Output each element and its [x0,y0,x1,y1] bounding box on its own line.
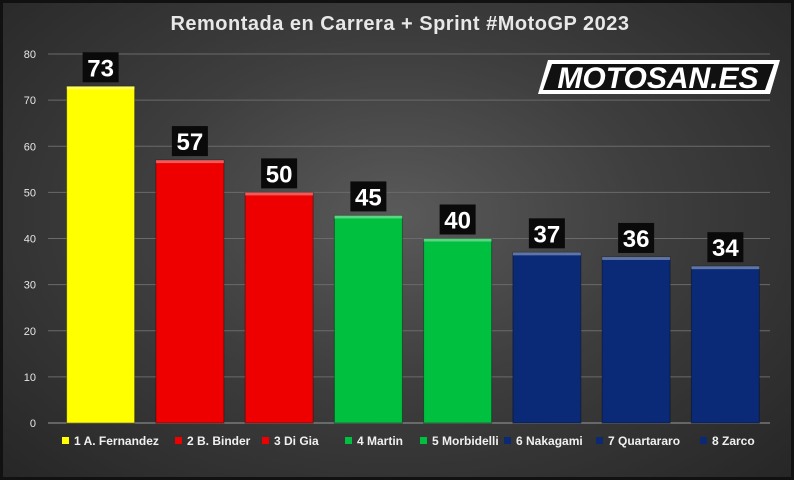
bar-highlight [66,86,135,90]
data-label: 37 [534,221,561,248]
bar-6 [512,251,582,424]
legend-label: 2 B. Binder [187,434,251,448]
bar-1 [66,85,136,424]
logo-band [543,64,774,90]
legend-item: 3 Di Gia [262,434,319,448]
data-label-box [439,204,476,235]
legend-swatch [62,437,69,444]
data-label: 50 [266,161,293,188]
bar-highlight [602,256,671,260]
bar-8 [690,265,760,424]
bar-5 [423,238,493,424]
legend-label: 5 Morbidelli [432,434,499,448]
legend-swatch [175,437,182,444]
legend-item: 2 B. Binder [175,434,251,448]
legend-item: 5 Morbidelli [420,434,499,448]
data-label-box [707,232,744,263]
bar [155,159,225,424]
bar-highlight [512,252,581,256]
data-label-box [82,52,119,83]
legend-label: 4 Martin [357,434,403,448]
legend-item: 1 A. Fernandez [62,434,159,448]
motosan-logo: MOTOSAN.ES [538,60,780,95]
legend-label: 7 Quartararo [608,434,680,448]
bar [423,238,493,424]
y-tick-label: 70 [24,95,36,107]
bar-highlight [155,160,224,164]
y-tick-label: 50 [24,187,36,199]
data-labels: 73 57 50 45 40 37 36 34 [82,52,744,263]
data-label: 45 [355,184,382,211]
legend-swatch [700,437,707,444]
data-label: 40 [444,208,471,235]
logo-text: MOTOSAN.ES [557,62,758,95]
legend-swatch [596,437,603,444]
legend-label: 8 Zarco [712,434,755,448]
chart-title: Remontada en Carrera + Sprint #MotoGP 20… [170,13,629,35]
y-tick-label: 30 [24,280,36,292]
legend-item: 8 Zarco [700,434,755,448]
data-label-box [171,126,208,157]
bar [690,265,760,424]
bar-highlight [423,238,492,242]
data-label-box [528,218,565,249]
bar-3 [244,191,314,424]
bar-highlight [245,192,314,196]
data-label: 57 [177,129,204,156]
y-axis: 0 10 20 30 40 50 60 70 80 [24,49,36,430]
bar-2 [155,159,225,424]
legend-item: 4 Martin [345,434,403,448]
bar [333,214,403,424]
y-tick-label: 40 [24,234,36,246]
y-tick-label: 20 [24,326,36,338]
legend-item: 7 Quartararo [596,434,680,448]
data-label: 73 [87,55,114,82]
data-label-box [618,222,655,253]
legend-swatch [345,437,352,444]
legend: 1 A. Fernandez 2 B. Binder 3 Di Gia 4 Marti… [62,434,755,448]
bar [601,256,671,424]
y-tick-label: 10 [24,372,36,384]
bars [66,85,760,424]
data-label: 34 [712,235,739,262]
legend-label: 6 Nakagami [516,434,583,448]
bar-4 [333,214,403,424]
legend-label: 3 Di Gia [274,434,319,448]
bar [244,191,314,424]
legend-swatch [420,437,427,444]
bar-7 [601,256,671,424]
y-tick-label: 0 [30,418,36,430]
data-label-box [261,158,298,189]
bar-highlight [334,215,403,219]
data-label: 36 [623,226,650,253]
legend-swatch [262,437,269,444]
legend-label: 1 A. Fernandez [74,434,159,448]
bar [512,251,582,424]
y-tick-label: 60 [24,141,36,153]
legend-item: 6 Nakagami [504,434,583,448]
y-tick-label: 80 [24,49,36,61]
legend-swatch [504,437,511,444]
bar-highlight [691,266,760,270]
data-label-box [350,181,387,212]
bar [66,85,136,424]
